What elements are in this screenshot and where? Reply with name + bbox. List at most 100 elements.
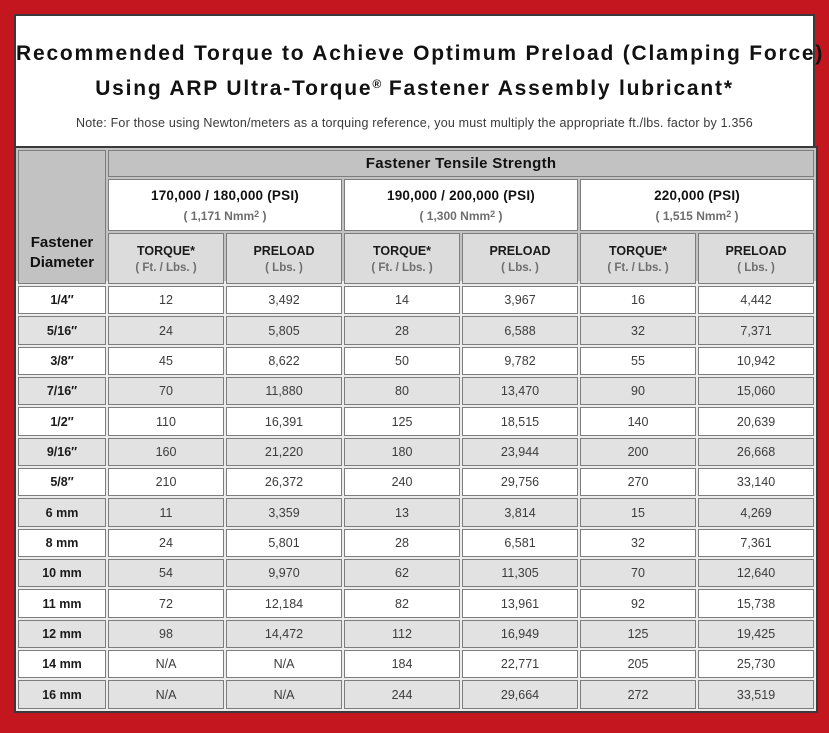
value-cell: 55 xyxy=(580,346,696,376)
value-cell: 180 xyxy=(344,437,460,467)
value-cell: 110 xyxy=(108,407,224,436)
preload-column-header: PRELOAD ( Lbs. ) xyxy=(698,233,815,284)
diameter-cell: 1/2″ xyxy=(18,407,106,436)
value-cell: 140 xyxy=(580,407,696,436)
value-cell: 8,622 xyxy=(226,346,342,376)
value-cell: 15,060 xyxy=(698,377,815,406)
value-cell: 72 xyxy=(108,589,224,618)
note-text: Note: For those using Newton/meters as a… xyxy=(76,116,753,130)
title-line-2-suffix: Fastener Assembly lubricant* xyxy=(381,77,734,100)
tensile-strength-row: Fastener Diameter Fastener Tensile Stren… xyxy=(18,150,815,284)
preload-label: PRELOAD xyxy=(725,243,787,258)
psi-group-2-label: 190,000 / 200,000 (PSI) xyxy=(387,187,535,203)
value-cell: 20,639 xyxy=(698,407,815,436)
torque-label: TORQUE* xyxy=(136,243,196,258)
value-cell: 11,305 xyxy=(462,559,578,588)
value-cell: 28 xyxy=(344,528,460,558)
value-cell: 26,668 xyxy=(698,437,815,467)
diameter-cell: 11 mm xyxy=(18,589,106,618)
value-cell: 19,425 xyxy=(698,619,815,649)
value-cell: 12,640 xyxy=(698,559,815,588)
value-cell: 12 xyxy=(108,286,224,315)
value-cell: 6,581 xyxy=(462,528,578,558)
diameter-cell: 3/8″ xyxy=(18,346,106,376)
value-cell: 25,730 xyxy=(698,650,815,679)
value-cell: N/A xyxy=(226,680,342,709)
value-cell: 11,880 xyxy=(226,377,342,406)
value-cell: 33,140 xyxy=(698,468,815,497)
value-cell: 270 xyxy=(580,468,696,497)
nmm-text: ( 1,300 Nmm xyxy=(419,208,491,223)
nmm-text: ( 1,515 Nmm xyxy=(655,208,727,223)
value-cell: 32 xyxy=(580,528,696,558)
psi-group-3-nmm: ( 1,515 Nmm2 ) xyxy=(581,209,813,223)
value-cell: 11 xyxy=(108,498,224,527)
diameter-cell: 10 mm xyxy=(18,559,106,588)
value-cell: 13 xyxy=(344,498,460,527)
value-cell: 3,814 xyxy=(462,498,578,527)
value-cell: 15 xyxy=(580,498,696,527)
psi-group-3-label: 220,000 (PSI) xyxy=(654,187,740,203)
value-cell: 80 xyxy=(344,377,460,406)
table-row: 7/16″ 70 11,880 80 13,470 90 15,060 xyxy=(18,377,815,406)
psi-group-1-nmm: ( 1,171 Nmm2 ) xyxy=(109,209,341,223)
diameter-cell: 14 mm xyxy=(18,650,106,679)
table-row: 9/16″ 160 21,220 180 23,944 200 26,668 xyxy=(18,437,815,467)
value-cell: 3,967 xyxy=(462,286,578,315)
value-cell: 90 xyxy=(580,377,696,406)
preload-label: PRELOAD xyxy=(253,243,315,258)
diameter-cell: 12 mm xyxy=(18,619,106,649)
value-cell: 45 xyxy=(108,346,224,376)
value-cell: N/A xyxy=(108,650,224,679)
tensile-strength-header: Fastener Tensile Strength xyxy=(108,150,815,177)
value-cell: 125 xyxy=(580,619,696,649)
value-cell: 9,782 xyxy=(462,346,578,376)
diameter-cell: 1/4″ xyxy=(18,286,106,315)
value-cell: 70 xyxy=(580,559,696,588)
table-row: 14 mm N/A N/A 184 22,771 205 25,730 xyxy=(18,650,815,679)
psi-group-row: 170,000 / 180,000 (PSI) ( 1,171 Nmm2 ) 1… xyxy=(18,179,815,231)
value-cell: N/A xyxy=(108,680,224,709)
torque-label: TORQUE* xyxy=(608,243,668,258)
table-row: 8 mm 24 5,801 28 6,581 32 7,361 xyxy=(18,528,815,558)
column-header-row: TORQUE* ( Ft. / Lbs. ) PRELOAD ( Lbs. ) … xyxy=(18,233,815,284)
preload-column-header: PRELOAD ( Lbs. ) xyxy=(462,233,578,284)
preload-unit: ( Lbs. ) xyxy=(265,261,303,274)
table-row: 16 mm N/A N/A 244 29,664 272 33,519 xyxy=(18,680,815,709)
value-cell: 16,391 xyxy=(226,407,342,436)
document-panel: Recommended Torque to Achieve Optimum Pr… xyxy=(14,14,822,713)
value-cell: 54 xyxy=(108,559,224,588)
value-cell: 50 xyxy=(344,346,460,376)
value-cell: 240 xyxy=(344,468,460,497)
value-cell: 6,588 xyxy=(462,316,578,345)
psi-group-1-label: 170,000 / 180,000 (PSI) xyxy=(151,187,299,203)
psi-group-2: 190,000 / 200,000 (PSI) ( 1,300 Nmm2 ) xyxy=(344,179,578,231)
value-cell: 24 xyxy=(108,528,224,558)
preload-label: PRELOAD xyxy=(489,243,551,258)
preload-column-header: PRELOAD ( Lbs. ) xyxy=(226,233,342,284)
table-row: 10 mm 54 9,970 62 11,305 70 12,640 xyxy=(18,559,815,588)
value-cell: 26,372 xyxy=(226,468,342,497)
value-cell: 16,949 xyxy=(462,619,578,649)
torque-unit: ( Ft. / Lbs. ) xyxy=(135,261,197,274)
fastener-diameter-header: Fastener Diameter xyxy=(18,150,106,284)
table-row: 5/16″ 24 5,805 28 6,588 32 7,371 xyxy=(18,316,815,345)
nmm-text: ( 1,171 Nmm xyxy=(183,208,255,223)
value-cell: 23,944 xyxy=(462,437,578,467)
value-cell: 33,519 xyxy=(698,680,815,709)
value-cell: 3,492 xyxy=(226,286,342,315)
table-row: 11 mm 72 12,184 82 13,961 92 15,738 xyxy=(18,589,815,618)
torque-unit: ( Ft. / Lbs. ) xyxy=(371,261,433,274)
table-row: 12 mm 98 14,472 112 16,949 125 19,425 xyxy=(18,619,815,649)
value-cell: 29,756 xyxy=(462,468,578,497)
torque-column-header: TORQUE* ( Ft. / Lbs. ) xyxy=(108,233,224,284)
table-row: 1/4″ 12 3,492 14 3,967 16 4,442 xyxy=(18,286,815,315)
diameter-cell: 5/16″ xyxy=(18,316,106,345)
value-cell: 98 xyxy=(108,619,224,649)
table-body: 1/4″ 12 3,492 14 3,967 16 4,442 5/16″ 24 5,805 28 6… xyxy=(18,286,815,709)
nmm-sup: 2 xyxy=(254,208,260,219)
value-cell: 14 xyxy=(344,286,460,315)
value-cell: 184 xyxy=(344,650,460,679)
value-cell: 125 xyxy=(344,407,460,436)
